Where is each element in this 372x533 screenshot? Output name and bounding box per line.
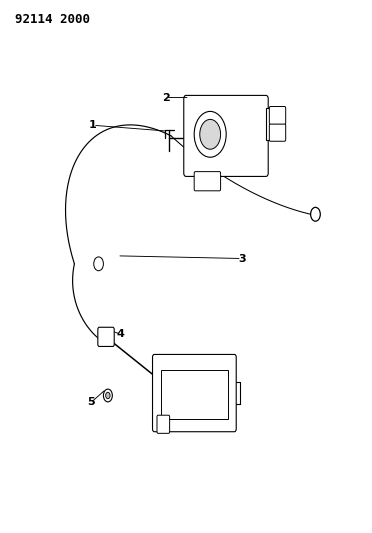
Circle shape [94, 257, 103, 271]
Circle shape [200, 119, 221, 149]
Circle shape [106, 392, 110, 399]
Text: 4: 4 [117, 329, 125, 339]
FancyBboxPatch shape [98, 327, 114, 346]
FancyBboxPatch shape [184, 95, 268, 176]
Text: 2: 2 [162, 93, 169, 102]
Text: 5: 5 [87, 398, 95, 407]
FancyBboxPatch shape [153, 354, 236, 432]
Circle shape [194, 111, 226, 157]
Circle shape [103, 389, 112, 402]
Text: 6: 6 [195, 409, 203, 419]
Text: 1: 1 [89, 120, 97, 130]
FancyBboxPatch shape [194, 172, 221, 191]
FancyBboxPatch shape [269, 107, 286, 124]
FancyBboxPatch shape [269, 124, 286, 141]
Text: 3: 3 [238, 254, 246, 263]
Circle shape [311, 207, 320, 221]
Text: 92114 2000: 92114 2000 [15, 13, 90, 26]
Bar [161, 370, 228, 419]
FancyBboxPatch shape [157, 415, 170, 433]
Bar [266, 108, 283, 140]
